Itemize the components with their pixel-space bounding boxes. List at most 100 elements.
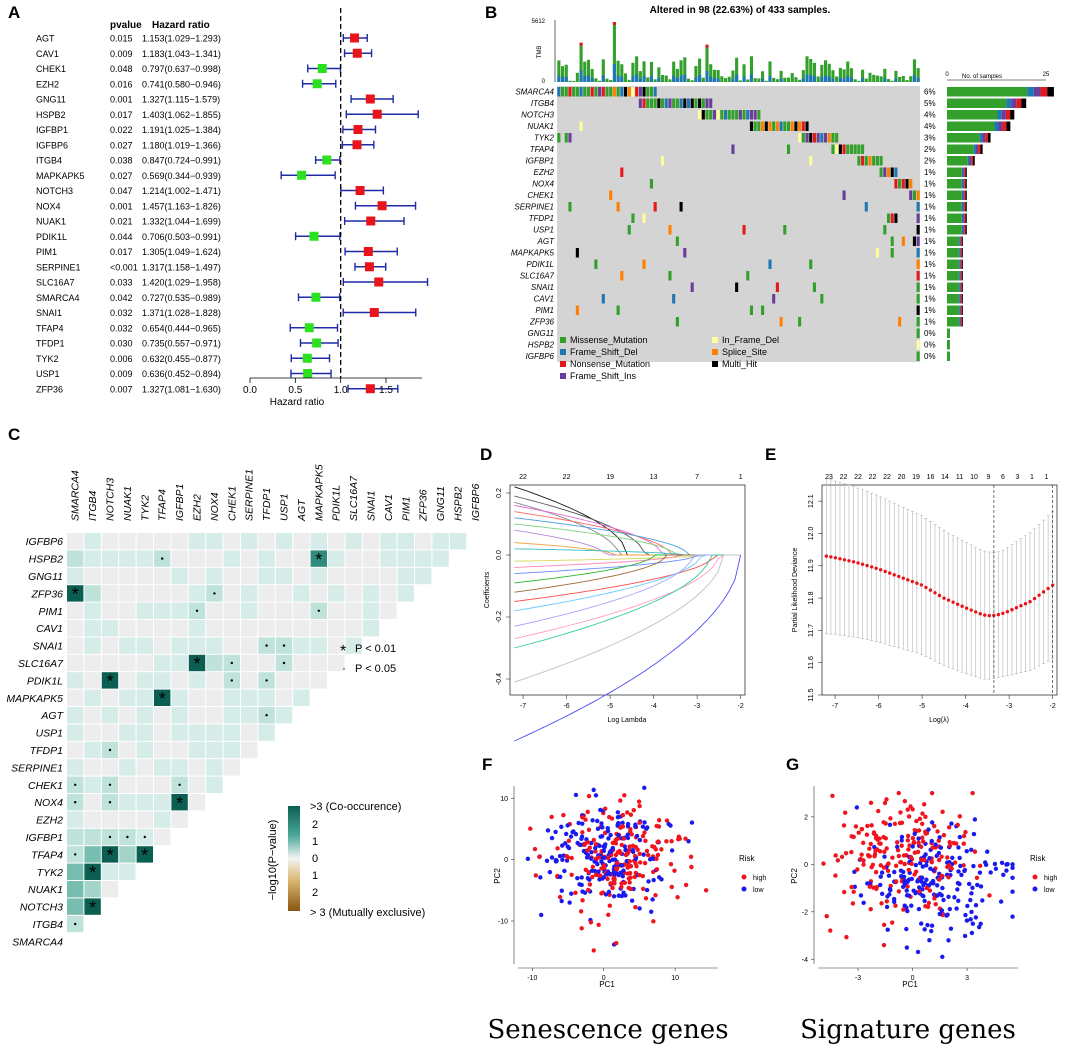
heatmap-cell: [154, 654, 171, 672]
forest-gene-label: SNAI1: [36, 308, 62, 318]
pca-point-high: [929, 860, 934, 865]
oncoplot-cell: [838, 144, 842, 154]
side-bar-segment: [961, 282, 963, 292]
pca-point-high: [881, 942, 887, 948]
oncoplot-cell: [783, 225, 787, 235]
pca-point-low: [553, 829, 558, 835]
pca-point-low: [978, 884, 984, 889]
heatmap-cell: [101, 846, 119, 863]
pca-point-low: [957, 855, 962, 861]
side-bar-segment: [1010, 110, 1015, 120]
pca-point-low: [938, 845, 944, 850]
tmb-bar: [816, 76, 820, 82]
pca-point-low: [904, 945, 910, 950]
forest-gene-label: AGT: [36, 34, 55, 44]
pca-point-high: [583, 817, 588, 822]
lasso-coef-path: [514, 495, 741, 556]
tmb-bar: [705, 44, 709, 82]
pca-point-low: [1010, 914, 1015, 919]
pca-point-low: [968, 917, 973, 922]
heatmap-cell: [84, 567, 101, 585]
side-bar-segment: [959, 271, 961, 281]
oncoplot-cell: [790, 121, 794, 131]
heatmap-cell: [188, 724, 206, 741]
pca-point-low: [642, 820, 647, 825]
cv-mean-point: [928, 588, 933, 592]
side-bar-missense: [947, 294, 959, 304]
pca-y-tick-label: 2: [804, 814, 808, 821]
pca-point-high: [655, 852, 661, 858]
pca-point-low: [965, 903, 970, 909]
oncoplot-cell: [835, 133, 839, 143]
tmb-bar: [879, 76, 883, 82]
side-bar-segment: [961, 317, 963, 327]
cv-top-tick-label: 20: [898, 474, 906, 481]
tmb-bar-segment: [561, 77, 565, 82]
tmb-bar: [583, 61, 587, 82]
heatmap-cell: [188, 689, 206, 706]
oncoplot-cell: [894, 167, 898, 177]
pvalue-header: pvalue: [110, 20, 142, 31]
heatmap-cell: [154, 620, 171, 637]
forest-pvalue: 0.017: [110, 110, 133, 120]
tmb-bar: [909, 76, 913, 82]
heatmap-cell: [275, 602, 293, 619]
tmb-bar: [853, 79, 857, 82]
cv-mean-point: [906, 578, 910, 582]
oncoplot-cell: [879, 167, 883, 177]
pca-point-high: [920, 835, 925, 840]
cv-mean-point: [869, 565, 874, 569]
forest-pvalue: 0.042: [110, 293, 133, 303]
heatmap-cell: [310, 533, 327, 550]
pca-point-low: [972, 817, 978, 822]
pca-point-low: [929, 838, 934, 844]
heatmap-cell: [154, 602, 171, 619]
pca-point-high: [923, 903, 928, 909]
heatmap-cell: [223, 689, 240, 706]
tmb-bar: [720, 76, 724, 82]
pca-point-high: [614, 941, 619, 946]
heatmap-cell: [84, 620, 101, 637]
heatmap-cell: [67, 533, 84, 550]
pca-point-low: [929, 923, 935, 928]
tmb-bar-segment: [657, 77, 661, 82]
heatmap-col-label: NOX4: [209, 492, 221, 521]
heatmap-cell: [241, 672, 258, 689]
pca-point-high: [833, 853, 838, 858]
oncoplot-cell: [779, 121, 783, 131]
legend-swatch: [712, 349, 718, 355]
cv-top-tick-label: 16: [927, 474, 935, 481]
heatmap-cell: [275, 689, 293, 706]
forest-point: [302, 353, 312, 363]
lasso-coef-path: [514, 554, 741, 683]
tmb-bar-segment: [820, 76, 824, 82]
pca-point-high: [867, 846, 872, 851]
pca-point-low: [563, 831, 569, 837]
pca-point-high: [586, 827, 592, 833]
pca-point-high: [878, 863, 883, 868]
pca-point-high: [899, 843, 904, 848]
pca-point-high: [906, 847, 911, 852]
tmb-bar-segment: [735, 74, 739, 82]
legend-swatch: [560, 349, 566, 355]
forest-point: [374, 277, 384, 287]
oncoplot-percent-label: 1%: [924, 260, 936, 269]
heatmap-cell: [275, 550, 293, 567]
oncoplot-cell: [916, 213, 920, 223]
heatmap-cell: [101, 759, 119, 776]
cv-mean-point: [1046, 586, 1050, 591]
side-bar-segment: [965, 213, 967, 223]
pca-point-high: [905, 884, 910, 889]
forest-pvalue: 0.022: [110, 125, 133, 135]
pca-point-high: [871, 830, 877, 835]
heatmap-cell: [223, 585, 240, 602]
forest-point: [355, 186, 365, 195]
pca-point-high: [537, 854, 542, 859]
oncoplot-cell: [890, 236, 894, 246]
side-bar-segment: [961, 248, 963, 258]
pca-point-low: [611, 870, 617, 875]
oncoplot-gene-label: NOX4: [532, 180, 554, 189]
pca-point-high: [884, 797, 889, 802]
side-bar-segment: [958, 236, 960, 246]
pca-point-low: [649, 909, 654, 914]
